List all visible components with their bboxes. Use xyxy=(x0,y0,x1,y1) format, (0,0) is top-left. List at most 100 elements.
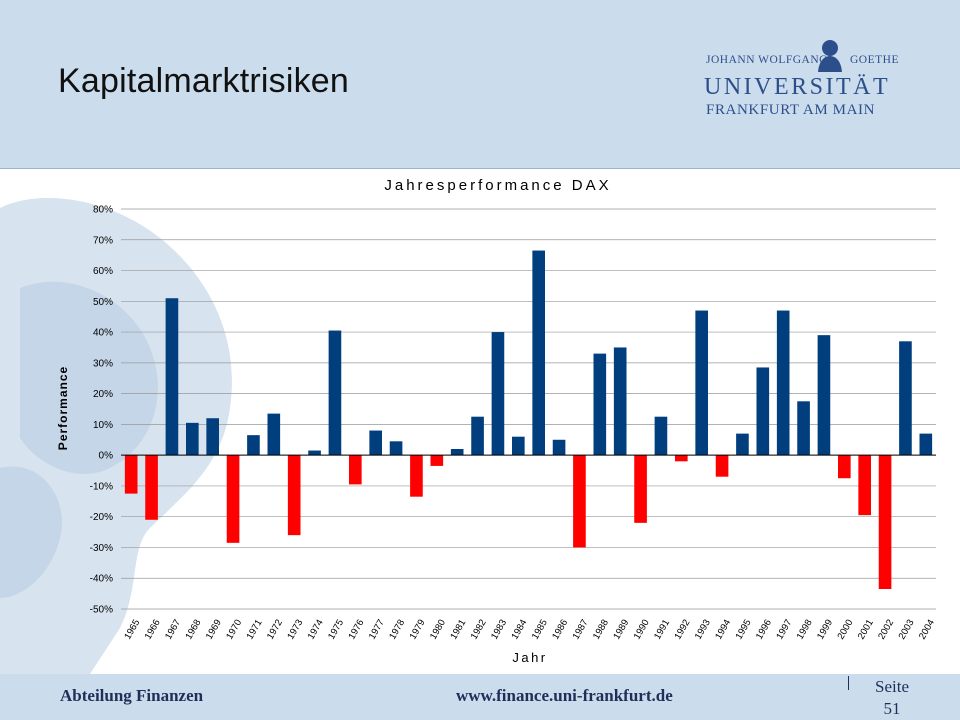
y-tick-label: -50% xyxy=(90,605,113,616)
bar-1994 xyxy=(715,455,729,477)
y-tick-label: 60% xyxy=(93,266,113,277)
x-tick-label: 1978 xyxy=(387,618,407,642)
bar-1985 xyxy=(532,250,546,456)
x-tick-label: 1989 xyxy=(611,618,631,642)
bar-1983 xyxy=(491,332,505,456)
page-number-value: 51 xyxy=(883,699,901,718)
y-tick-label: 70% xyxy=(93,235,113,246)
logo-text-left: JOHANN WOLFGANG xyxy=(706,54,828,66)
x-tick-label: 1972 xyxy=(265,618,285,642)
x-tick-label: 1999 xyxy=(815,618,835,642)
bar-1999 xyxy=(817,335,831,456)
logo-text-main: UNIVERSITÄT xyxy=(704,74,891,100)
x-tick-label: 2001 xyxy=(856,618,876,642)
footer-url-link[interactable]: www.finance.uni-frankfurt.de xyxy=(456,686,673,705)
x-tick-label: 1982 xyxy=(469,618,489,642)
y-tick-label: 20% xyxy=(93,389,113,400)
chart-title: Jahresperformance DAX xyxy=(384,177,611,194)
y-tick-label: -10% xyxy=(90,481,113,492)
x-tick-label: 1987 xyxy=(571,618,591,642)
bar-1980 xyxy=(430,455,444,466)
bar-1988 xyxy=(593,353,607,456)
x-tick-label: 1983 xyxy=(489,618,509,642)
x-tick-label: 1994 xyxy=(713,618,733,642)
bar-1967 xyxy=(165,298,179,456)
x-tick-label: 1991 xyxy=(652,618,672,642)
footer-band xyxy=(0,674,960,720)
x-tick-label: 1980 xyxy=(428,618,448,642)
bar-1978 xyxy=(389,441,403,456)
x-tick-label: 1967 xyxy=(163,618,183,642)
bar-1981 xyxy=(450,449,464,456)
x-tick-label: 1976 xyxy=(346,618,366,642)
footer-department: Abteilung Finanzen xyxy=(60,686,204,705)
x-tick-label: 1977 xyxy=(367,618,387,642)
y-tick-label: 0% xyxy=(99,451,114,462)
x-tick-label: 1968 xyxy=(183,618,203,642)
bar-1966 xyxy=(145,455,158,520)
bar-1989 xyxy=(613,347,627,456)
x-tick-label: 1986 xyxy=(550,618,570,642)
bar-1972 xyxy=(267,413,281,456)
bar-1965 xyxy=(124,455,138,494)
bar-2002 xyxy=(878,455,892,589)
x-tick-label: 1995 xyxy=(734,618,754,642)
y-tick-label: 40% xyxy=(93,328,113,339)
x-tick-label: 1970 xyxy=(224,618,244,642)
bar-1973 xyxy=(287,455,301,536)
x-tick-label: 1965 xyxy=(122,618,142,642)
x-tick-label: 1979 xyxy=(408,618,428,642)
x-tick-label: 1984 xyxy=(509,618,529,642)
gridlines xyxy=(121,208,936,610)
bar-1995 xyxy=(736,433,749,456)
bar-1970 xyxy=(226,455,240,543)
x-tick-label: 1969 xyxy=(204,618,224,642)
footer-divider xyxy=(848,676,849,690)
bar-1976 xyxy=(348,455,362,485)
x-tick-label: 1998 xyxy=(795,618,815,642)
x-tick-label: 1971 xyxy=(245,618,265,642)
bar-1990 xyxy=(634,455,647,523)
x-tick-label: 2003 xyxy=(897,618,917,642)
university-logo: JOHANN WOLFGANG GOETHE UNIVERSITÄT FRANK… xyxy=(700,36,910,126)
x-tick-label: 2000 xyxy=(835,618,855,642)
x-axis-label: Jahr xyxy=(512,650,547,665)
bar-1998 xyxy=(797,401,810,456)
bar-1996 xyxy=(756,367,770,456)
page-number: Seite 51 xyxy=(852,676,932,720)
bar-1984 xyxy=(511,436,525,456)
bar-1969 xyxy=(206,418,220,456)
bar-1975 xyxy=(328,330,342,456)
bar-2000 xyxy=(837,455,851,479)
x-tick-label: 2004 xyxy=(917,618,937,642)
bar-1968 xyxy=(185,422,199,456)
slide-title: Kapitalmarktrisiken xyxy=(58,62,350,100)
dax-performance-chart: 80% 70% 60% 50% 40% 30% 20% 10% 0% -10% -20% -30% -4… xyxy=(56,177,937,665)
logo-text-city: FRANKFURT AM MAIN xyxy=(706,102,876,118)
x-tick-label: 1973 xyxy=(285,618,305,642)
bar-1993 xyxy=(695,310,709,456)
x-tick-label: 1990 xyxy=(632,618,652,642)
logo-text-right: GOETHE xyxy=(850,54,899,66)
y-tick-labels: 80% 70% 60% 50% 40% 30% 20% 10% 0% -10% -20% -30% -4… xyxy=(90,205,113,616)
x-tick-labels: 1965 1966 1967 1968 1969 1970 1971 1972 1973 1974… xyxy=(122,618,937,642)
y-tick-label: -30% xyxy=(90,543,113,554)
bar-1979 xyxy=(410,455,423,497)
x-tick-label: 1996 xyxy=(754,618,774,642)
bar-1974 xyxy=(308,450,321,456)
bar-2004 xyxy=(919,433,933,456)
bar-1982 xyxy=(471,416,484,456)
y-tick-label: -40% xyxy=(90,574,113,585)
y-axis-label: Performance xyxy=(56,366,70,450)
x-tick-label: 1988 xyxy=(591,618,611,642)
x-tick-label: 1981 xyxy=(448,618,468,642)
bar-series xyxy=(124,250,933,589)
x-tick-label: 1993 xyxy=(693,618,713,642)
bar-1971 xyxy=(247,435,260,456)
bar-2003 xyxy=(899,341,912,456)
y-tick-label: 30% xyxy=(93,358,113,369)
bar-1977 xyxy=(369,430,383,456)
page-label-text: Seite xyxy=(875,677,909,696)
y-tick-label: 80% xyxy=(93,205,113,216)
x-tick-label: 2002 xyxy=(876,618,896,642)
